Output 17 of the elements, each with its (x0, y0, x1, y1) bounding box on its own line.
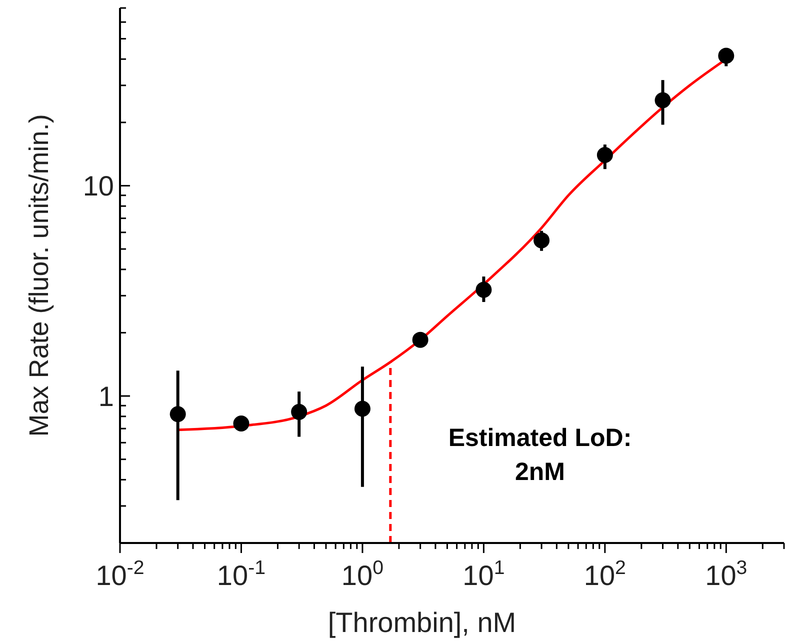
point (596, 146, 613, 163)
point (412, 332, 428, 348)
x-tick-label: 10$^{3}$ (705, 557, 748, 591)
point (718, 48, 734, 64)
x-tick-label: 10$^{2}$ (584, 557, 626, 591)
x-tick-label: 10$^{0}$ (341, 557, 384, 591)
x-tick-label: 10$^{-2}$ (96, 557, 144, 591)
annotation: Estimated LoD: 2nM (448, 424, 632, 486)
y-tick-label: 10 (82, 170, 114, 202)
x-tick-label: 10$^{-1}$ (216, 557, 266, 591)
x-axis-title: [Thrombin], nM (328, 607, 516, 638)
x-tick-label: 10$^{1}$ (462, 557, 505, 591)
point (170, 406, 186, 422)
point (476, 282, 492, 298)
y-axis-title: Max Rate (fluor. units/min.) (24, 114, 54, 437)
y-tick-label: 1 (98, 381, 114, 412)
point (291, 404, 308, 420)
